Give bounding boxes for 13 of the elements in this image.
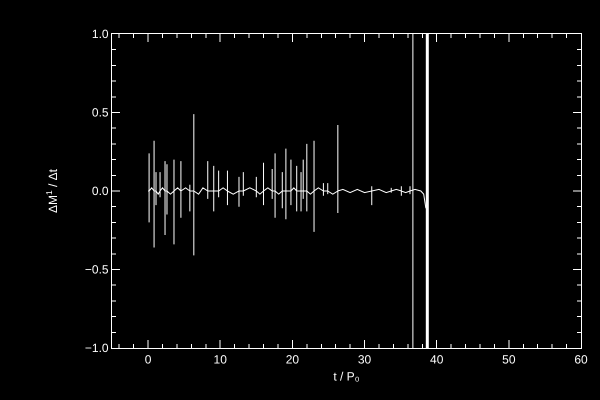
x-tick-label: 40 <box>430 352 444 366</box>
x-tick-label: 60 <box>574 352 588 366</box>
y-tick-label: −0.5 <box>84 262 109 277</box>
x-tick-label: 30 <box>358 352 372 366</box>
x-tick-label: 0 <box>144 352 152 366</box>
x-tick-label: 10 <box>214 352 228 366</box>
x-tick-label: 50 <box>502 352 516 366</box>
y-tick-label: 1.0 <box>92 27 109 42</box>
x-tick-label: 20 <box>286 352 300 366</box>
x-axis-title: t / P₀ <box>333 369 360 384</box>
y-tick-label: 0.0 <box>92 184 109 198</box>
y-tick-label: −1.0 <box>84 341 109 356</box>
y-tick-label: 0.5 <box>92 106 109 120</box>
